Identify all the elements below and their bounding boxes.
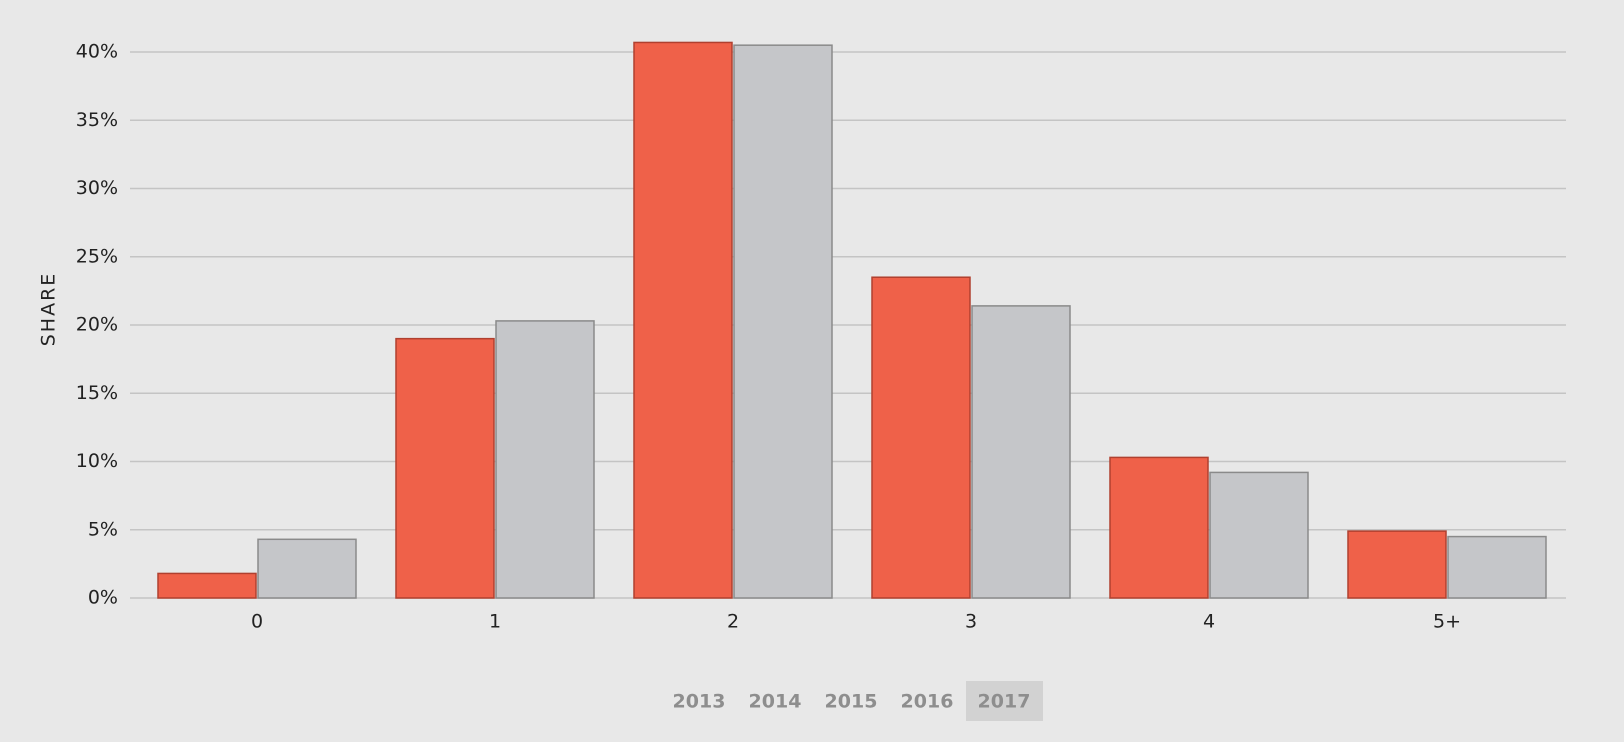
bar	[1209, 471, 1309, 599]
bar	[157, 572, 257, 599]
y-tick-label: 30%	[76, 177, 118, 199]
year-button[interactable]: 2016	[901, 691, 954, 713]
year-button[interactable]: 2014	[749, 691, 802, 713]
bar	[257, 538, 357, 599]
x-tick-label: 3	[965, 611, 977, 633]
year-button[interactable]: 2017	[978, 691, 1031, 713]
selected-year-bg	[966, 681, 1043, 721]
y-tick-label: 15%	[76, 382, 118, 404]
x-tick-label: 4	[1203, 611, 1215, 633]
x-tick-label: 2	[727, 611, 739, 633]
bar	[871, 276, 971, 599]
y-tick-label: 40%	[76, 41, 118, 63]
y-tick-label: 25%	[76, 245, 118, 267]
bar	[1347, 530, 1447, 599]
bar	[1447, 535, 1547, 599]
y-tick-label: 5%	[88, 518, 118, 540]
y-tick-label: 20%	[76, 314, 118, 336]
y-tick-label: 0%	[88, 587, 118, 609]
x-tick-label: 5+	[1433, 611, 1461, 633]
bar	[633, 41, 733, 599]
y-axis-label: SHARE	[38, 272, 60, 347]
bar	[733, 44, 833, 599]
year-button[interactable]: 2015	[825, 691, 878, 713]
year-button[interactable]: 2013	[673, 691, 726, 713]
y-tick-label: 10%	[76, 450, 118, 472]
bar	[495, 320, 595, 599]
x-tick-label: 0	[251, 611, 263, 633]
y-tick-label: 35%	[76, 109, 118, 131]
bar	[395, 337, 495, 599]
x-tick-label: 1	[489, 611, 501, 633]
bar	[1109, 456, 1209, 599]
bar	[971, 305, 1071, 599]
